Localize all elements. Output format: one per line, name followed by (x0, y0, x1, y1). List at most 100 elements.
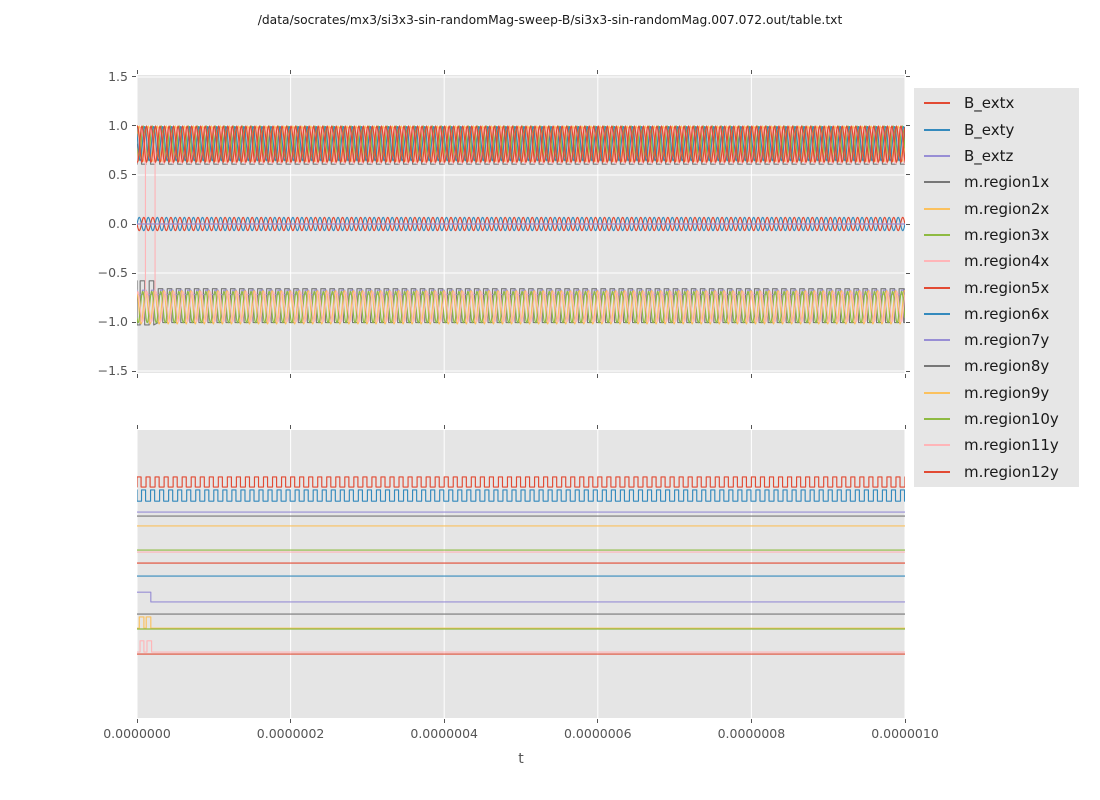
x-tickmark (750, 719, 752, 723)
x-tickmark (597, 374, 599, 378)
series-m.region4x (137, 129, 905, 323)
legend-label: m.region10y (964, 410, 1059, 429)
legend: B_extx B_exty B_extz m.region1x m.region2x m.… (914, 88, 1079, 487)
y-tickmark (132, 125, 136, 127)
legend-line-swatch (924, 154, 950, 157)
series-m.region5x (137, 125, 905, 163)
legend-line-swatch (924, 102, 950, 105)
legend-item-m.region4x: m.region4x (914, 250, 1079, 272)
x-tick-label: 0.0000010 (871, 726, 939, 741)
x-tickmark (597, 719, 599, 723)
x-tickmark (443, 70, 445, 74)
legend-line-swatch (924, 365, 950, 368)
legend-label: m.region6x (964, 304, 1050, 323)
legend-label: m.region12y (964, 462, 1059, 481)
legend-line-swatch (924, 470, 950, 473)
series-m.region9y (137, 616, 905, 629)
legend-line-swatch (924, 260, 950, 263)
x-tickmark (136, 425, 138, 429)
x-tickmark (904, 70, 906, 74)
x-axis-label: t (518, 751, 524, 767)
legend-label: m.region4x (964, 252, 1050, 271)
y-tickmark (906, 272, 910, 274)
x-tickmark (443, 374, 445, 378)
x-tickmark (904, 374, 906, 378)
legend-line-swatch (924, 181, 950, 184)
x-tickmark (443, 719, 445, 723)
y-tickmark (906, 125, 910, 127)
x-tickmark (136, 70, 138, 74)
legend-line-swatch (924, 286, 950, 289)
legend-line-swatch (924, 207, 950, 210)
x-tickmark (290, 719, 292, 723)
x-tickmark (136, 374, 138, 378)
y-tick-label: 1.0 (108, 117, 128, 133)
legend-item-m.region7y: m.region7y (914, 329, 1079, 351)
legend-line-swatch (924, 444, 950, 447)
legend-label: m.region1x (964, 173, 1050, 192)
legend-line-swatch (924, 339, 950, 342)
legend-item-B_exty: B_exty (914, 119, 1079, 141)
y-tickmark (906, 76, 910, 78)
legend-item-m.region8y: m.region8y (914, 355, 1079, 377)
x-tickmark (904, 425, 906, 429)
axes-top-canvas (137, 75, 905, 373)
series-m.region11y (137, 640, 905, 653)
y-tickmark (132, 272, 136, 274)
x-tickmark (290, 70, 292, 74)
y-tickmark (132, 76, 136, 78)
legend-item-m.region6x: m.region6x (914, 303, 1079, 325)
legend-label: m.region5x (964, 278, 1050, 297)
legend-item-m.region9y: m.region9y (914, 382, 1079, 404)
legend-label: m.region11y (964, 436, 1059, 455)
legend-item-m.region11y: m.region11y (914, 434, 1079, 456)
figure-title: /data/socrates/mx3/si3x3-sin-randomMag-s… (257, 13, 843, 27)
legend-label: B_exty (964, 120, 1015, 139)
x-tick-label: 0.0000004 (410, 726, 478, 741)
legend-item-m.region5x: m.region5x (914, 277, 1079, 299)
legend-label: B_extx (964, 94, 1015, 113)
legend-item-B_extz: B_extz (914, 145, 1079, 167)
x-tickmark (597, 70, 599, 74)
legend-item-m.region2x: m.region2x (914, 198, 1079, 220)
series-m.region12y (137, 125, 905, 163)
series-B_extx (137, 476, 905, 488)
legend-label: m.region8y (964, 357, 1050, 376)
y-tick-label: 0.5 (108, 166, 128, 182)
y-tickmark (132, 174, 136, 176)
x-tickmark (290, 374, 292, 378)
legend-line-swatch (924, 391, 950, 394)
y-tickmark (906, 321, 910, 323)
x-tick-label: 0.0000006 (563, 726, 632, 741)
x-tickmark (597, 425, 599, 429)
x-tickmark (904, 719, 906, 723)
legend-item-m.region1x: m.region1x (914, 171, 1079, 193)
y-tickmark (132, 370, 136, 372)
x-tick-label: 0.0000008 (717, 726, 786, 741)
x-tickmark (290, 425, 292, 429)
axes-bottom-canvas (137, 430, 905, 718)
legend-item-B_extx: B_extx (914, 92, 1079, 114)
x-tick-label: 0.0000000 (103, 726, 171, 741)
y-tickmark (906, 174, 910, 176)
y-tick-label: 1.5 (108, 68, 128, 84)
series-m.region6x (137, 125, 905, 162)
x-tickmark (750, 374, 752, 378)
series-m.region7y (137, 591, 905, 603)
y-tick-label: −0.5 (97, 265, 128, 280)
x-tickmark (443, 425, 445, 429)
y-tickmark (132, 223, 136, 225)
legend-label: m.region3x (964, 225, 1050, 244)
legend-line-swatch (924, 128, 950, 131)
legend-item-m.region3x: m.region3x (914, 224, 1079, 246)
series-m.region9y (137, 290, 905, 325)
legend-label: m.region2x (964, 199, 1050, 218)
x-tick-label: 0.0000002 (256, 726, 325, 741)
y-tick-label: −1.0 (97, 314, 128, 330)
x-tickmark (750, 70, 752, 74)
legend-line-swatch (924, 233, 950, 236)
y-tick-label: 0.0 (108, 216, 128, 231)
legend-label: m.region7y (964, 331, 1050, 350)
y-tick-label: −1.5 (97, 363, 128, 379)
